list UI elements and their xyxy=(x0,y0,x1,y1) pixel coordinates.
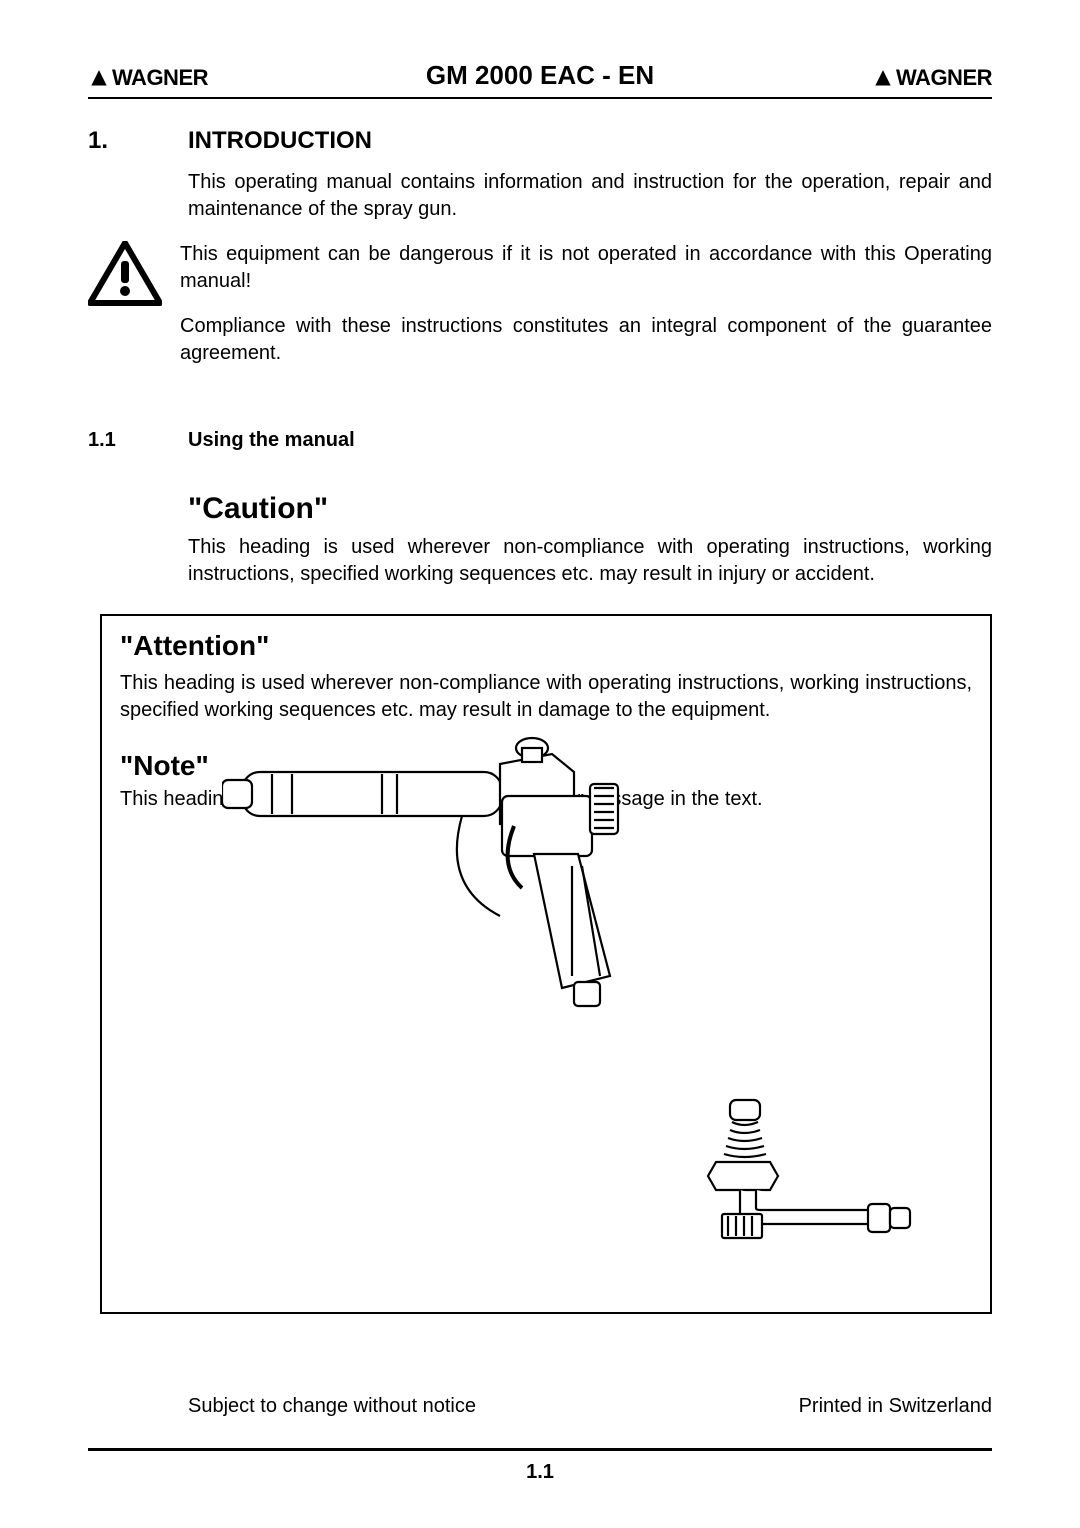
warning-text-column: This equipment can be dangerous if it is… xyxy=(180,241,992,385)
warning-triangle-icon xyxy=(88,241,162,312)
logo-mark-icon xyxy=(88,69,110,91)
warning-para-2: Compliance with these instructions const… xyxy=(180,313,992,367)
note-text: This heading is used to draw attention t… xyxy=(120,786,972,813)
caution-block: "Caution" This heading is used wherever … xyxy=(188,492,992,588)
page-footer: 1.1 xyxy=(88,1448,992,1484)
brand-logo-right: WAGNER xyxy=(872,65,992,91)
document-title: GM 2000 EAC - EN xyxy=(208,60,872,91)
warning-para-1: This equipment can be dangerous if it is… xyxy=(180,241,992,295)
attention-heading: "Attention" xyxy=(120,630,972,662)
footer-right-note: Printed in Switzerland xyxy=(799,1395,992,1418)
note-heading: "Note" xyxy=(120,750,972,782)
subsection-heading-row: 1.1 Using the manual xyxy=(88,429,992,452)
section-number: 1. xyxy=(88,127,160,155)
logo-mark-icon xyxy=(872,69,894,91)
spray-gun-illustration xyxy=(222,676,742,1036)
caution-text: This heading is used wherever non-compli… xyxy=(188,534,992,588)
subsection-title: Using the manual xyxy=(188,429,355,452)
attention-note-box: "Attention" This heading is used whereve… xyxy=(100,614,992,1314)
subsection-number: 1.1 xyxy=(88,429,160,452)
page-number: 1.1 xyxy=(526,1461,554,1483)
section-title: INTRODUCTION xyxy=(188,127,372,155)
intro-paragraph: This operating manual contains informati… xyxy=(188,169,992,223)
brand-logo-left: WAGNER xyxy=(88,65,208,91)
hose-fitting-illustration xyxy=(670,1092,930,1252)
section-heading-row: 1. INTRODUCTION xyxy=(88,127,992,155)
footer-notes-row: Subject to change without notice Printed… xyxy=(188,1395,992,1418)
page-header: WAGNER GM 2000 EAC - EN WAGNER xyxy=(88,60,992,99)
warning-block: This equipment can be dangerous if it is… xyxy=(88,241,992,385)
caution-heading: "Caution" xyxy=(188,492,992,526)
brand-text: WAGNER xyxy=(896,65,992,91)
attention-text: This heading is used wherever non-compli… xyxy=(120,670,972,724)
brand-text: WAGNER xyxy=(112,65,208,91)
intro-paragraph-block: This operating manual contains informati… xyxy=(188,169,992,223)
footer-left-note: Subject to change without notice xyxy=(188,1395,476,1418)
